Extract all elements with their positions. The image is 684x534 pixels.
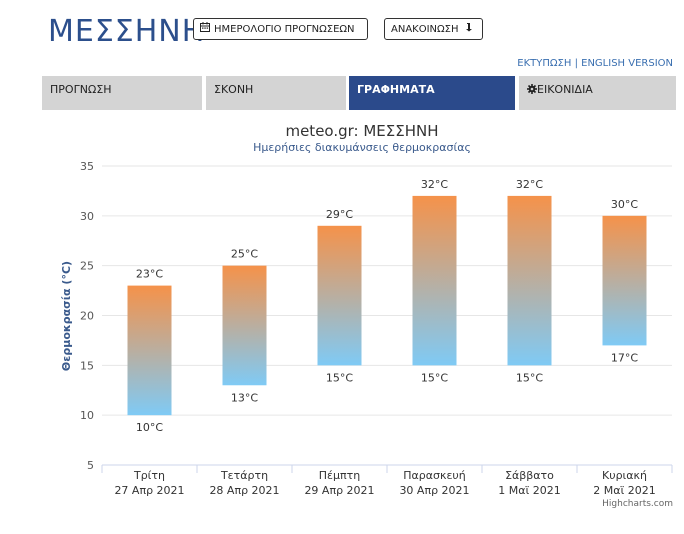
y-tick-label: 30 [80, 210, 94, 223]
y-tick-label: 35 [80, 160, 94, 173]
tab-icons-label: ΕΙΚΟΝΙΔΙΑ [537, 83, 593, 96]
top-links: ΕΚΤΥΠΩΣΗ | ENGLISH VERSION [517, 58, 673, 69]
tab-bar: ΠΡΟΓΝΩΣΗ ΣΚΟΝΗ ΓΡΑΦΗΜΑΤΑ ΕΙΚΟΝΙΔΙΑ [42, 76, 676, 110]
city-title: ΜΕΣΣΗΝΗ [48, 14, 206, 49]
temperature-range-bar[interactable] [602, 215, 647, 346]
x-tick-date-label: 2 Μαϊ 2021 [593, 484, 655, 497]
y-tick-label: 20 [80, 310, 94, 323]
tab-charts[interactable]: ΓΡΑΦΗΜΑΤΑ [349, 76, 515, 110]
low-temp-label: 15°C [516, 371, 543, 384]
tab-forecast[interactable]: ΠΡΟΓΝΩΣΗ [42, 76, 202, 110]
x-tick-day-label: Τετάρτη [220, 469, 268, 482]
y-tick-label: 10 [80, 409, 94, 422]
temperature-range-bar[interactable] [317, 225, 362, 366]
x-tick-day-label: Πέμπτη [319, 469, 360, 482]
print-link[interactable]: ΕΚΤΥΠΩΣΗ [517, 58, 572, 69]
x-tick-date-label: 1 Μαϊ 2021 [498, 484, 560, 497]
x-tick-day-label: Σάββατο [505, 469, 554, 482]
x-tick-day-label: Τρίτη [133, 469, 165, 482]
chart-subtitle: Ημερήσιες διακυμάνσεις θερμοκρασίας [253, 141, 471, 154]
y-axis-title: Θερμοκρασία (°C) [60, 261, 73, 371]
announcement-button-label: ΑΝΑΚΟΙΝΩΣΗ [391, 24, 459, 35]
y-tick-label: 15 [80, 359, 94, 372]
temperature-range-bar[interactable] [507, 195, 552, 366]
high-temp-label: 25°C [231, 248, 258, 261]
calendar-button-label: ΗΜΕΡΟΛΟΓΙΟ ΠΡΟΓΝΩΣΕΩΝ [214, 24, 355, 35]
x-tick-day-label: Παρασκευή [403, 469, 466, 482]
y-tick-label: 5 [87, 459, 94, 472]
link-separator: | [574, 58, 578, 69]
low-temp-label: 10°C [136, 421, 163, 434]
x-tick-date-label: 29 Απρ 2021 [304, 484, 374, 497]
high-temp-label: 32°C [516, 178, 543, 191]
chart-credits[interactable]: Highcharts.com [602, 499, 673, 509]
x-tick-date-label: 27 Απρ 2021 [114, 484, 184, 497]
low-temp-label: 15°C [326, 371, 353, 384]
low-temp-label: 13°C [231, 391, 258, 404]
temperature-range-bar[interactable] [127, 285, 172, 416]
low-temp-label: 17°C [611, 351, 638, 364]
high-temp-label: 32°C [421, 178, 448, 191]
calendar-button[interactable]: ΗΜΕΡΟΛΟΓΙΟ ΠΡΟΓΝΩΣΕΩΝ [193, 18, 368, 40]
high-temp-label: 29°C [326, 208, 353, 221]
announcement-button[interactable]: ΑΝΑΚΟΙΝΩΣΗ [384, 18, 483, 40]
chart-title: meteo.gr: ΜΕΣΣΗΝΗ [285, 122, 438, 140]
english-version-link[interactable]: ENGLISH VERSION [581, 58, 673, 69]
tab-dust[interactable]: ΣΚΟΝΗ [206, 76, 346, 110]
x-tick-date-label: 30 Απρ 2021 [399, 484, 469, 497]
tab-charts-label: ΓΡΑΦΗΜΑΤΑ [357, 83, 435, 96]
tab-icons[interactable]: ΕΙΚΟΝΙΔΙΑ [519, 76, 676, 110]
high-temp-label: 30°C [611, 198, 638, 211]
temperature-range-bar[interactable] [222, 265, 267, 386]
tab-forecast-label: ΠΡΟΓΝΩΣΗ [50, 83, 112, 96]
high-temp-label: 23°C [136, 268, 163, 281]
gear-icon [527, 83, 537, 96]
x-tick-day-label: Κυριακή [602, 469, 647, 482]
x-tick-date-label: 28 Απρ 2021 [209, 484, 279, 497]
low-temp-label: 15°C [421, 371, 448, 384]
tab-dust-label: ΣΚΟΝΗ [214, 83, 254, 96]
arrow-down-icon [465, 23, 473, 35]
calendar-icon [200, 19, 210, 41]
y-tick-label: 25 [80, 260, 94, 273]
temperature-range-bar[interactable] [412, 195, 457, 366]
